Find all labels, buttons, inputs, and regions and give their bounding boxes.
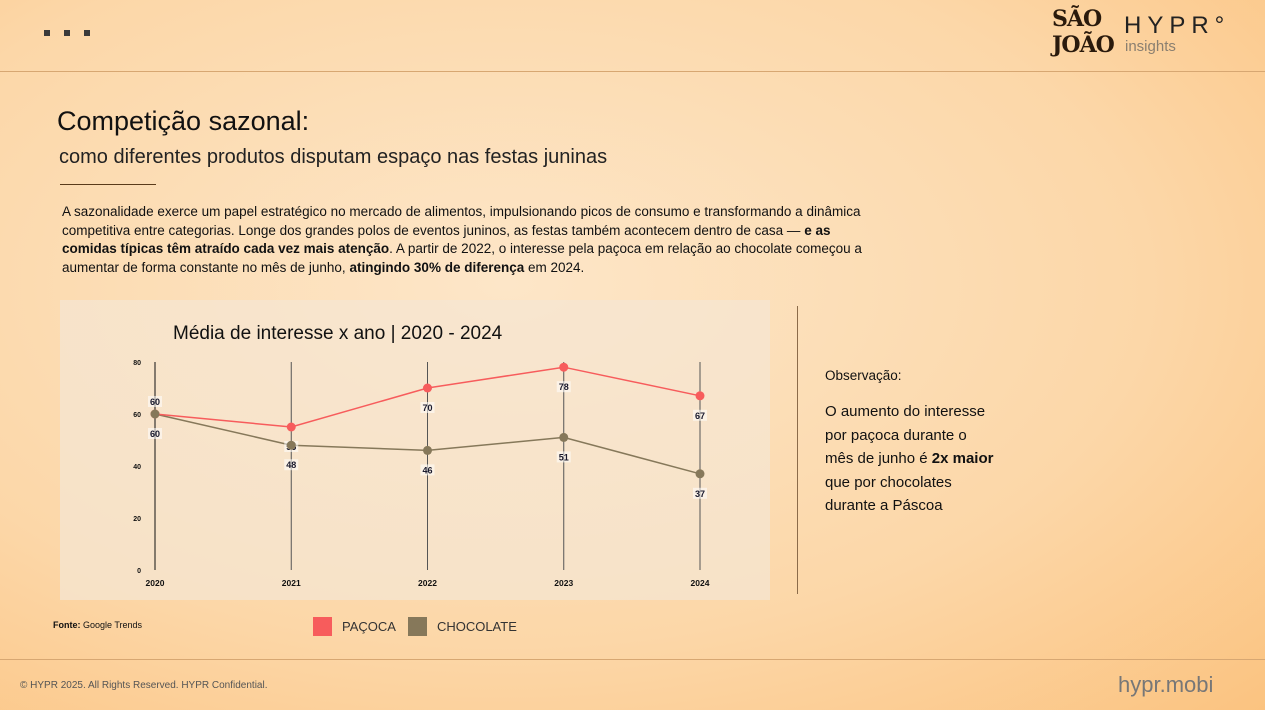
hypr-insights-logo: insights [1125, 38, 1176, 55]
hypr-logo: HYPR° [1124, 12, 1231, 39]
data-label: 67 [695, 411, 705, 421]
data-label-bg [148, 396, 162, 407]
data-label-bg [148, 428, 162, 439]
data-label-bg [556, 451, 571, 463]
data-label-bg [420, 402, 435, 413]
header-divider [0, 71, 1265, 72]
data-point [559, 362, 569, 372]
site-url: hypr.mobi [1118, 672, 1214, 697]
data-point [695, 391, 705, 401]
data-label: 48 [286, 460, 296, 470]
intro-paragraph: A sazonalidade exerce um papel estratégi… [62, 204, 862, 275]
copyright: © HYPR 2025. All Rights Reserved. HYPR C… [20, 680, 268, 691]
data-point [423, 445, 432, 455]
data-label-bg [284, 459, 299, 471]
x-tick-label: 2024 [691, 578, 710, 588]
data-label-bg [556, 381, 571, 393]
y-tick-label: 40 [133, 464, 141, 471]
chart-title: Média de interesse x ano | 2020 - 2024 [173, 323, 503, 344]
y-tick-label: 20 [133, 516, 141, 523]
data-label-bg [420, 464, 435, 476]
page-title: Competição sazonal: [57, 106, 310, 136]
y-tick-label: 60 [133, 412, 141, 419]
legend-label-pacoca: PAÇOCA [342, 619, 396, 634]
data-label-bg [693, 487, 707, 499]
x-tick-label: 2020 [146, 578, 165, 588]
y-tick-label: 0 [137, 568, 141, 575]
observation-text: O aumento do interesse por paçoca durant… [825, 403, 994, 514]
data-point [695, 469, 705, 479]
data-label: 70 [422, 403, 432, 413]
legend-label-chocolate: CHOCOLATE [436, 619, 517, 634]
data-point [286, 422, 296, 432]
data-point [423, 383, 432, 393]
page-subtitle: como diferentes produtos disputam espaço… [59, 146, 608, 168]
source-note: Fonte: Google Trends [53, 620, 143, 630]
data-label: 78 [559, 382, 569, 392]
title-underline [60, 184, 156, 185]
observation-label: Observação: [825, 368, 902, 383]
data-label: 60 [150, 397, 160, 407]
data-point [559, 432, 569, 442]
data-point [150, 409, 160, 419]
data-point [286, 440, 296, 450]
x-tick-label: 2021 [282, 578, 301, 588]
sao-joao-logo: SÃO JOÃO [1052, 6, 1115, 58]
data-label-bg [693, 409, 707, 421]
data-label: 51 [559, 452, 569, 462]
footer-divider [0, 659, 1265, 660]
x-tick-label: 2022 [418, 578, 437, 588]
x-tick-label: 2023 [554, 578, 573, 588]
vertical-divider [797, 306, 798, 594]
chart-legend: PAÇOCA CHOCOLATE [313, 617, 517, 636]
data-label: 37 [695, 489, 705, 499]
y-tick-label: 80 [133, 360, 141, 367]
legend-swatch-chocolate [407, 617, 427, 636]
data-label: 46 [422, 465, 432, 475]
data-label: 60 [150, 429, 160, 439]
legend-swatch-pacoca [313, 617, 332, 636]
menu-dots-icon [44, 30, 90, 36]
